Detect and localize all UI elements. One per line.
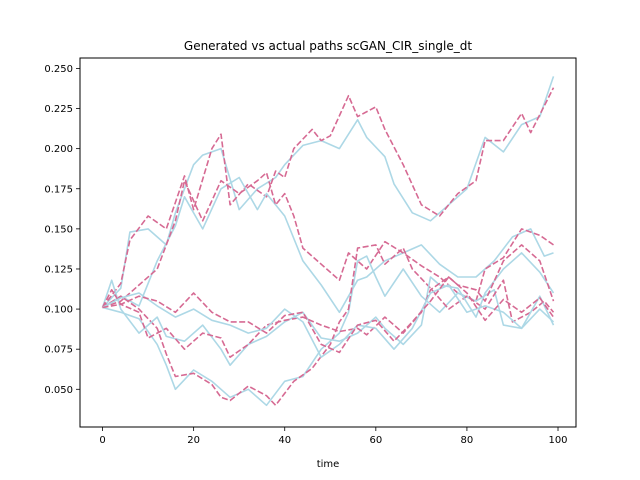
actual-path-line-8: [102, 284, 555, 358]
y-tick-label: 0.225: [44, 104, 73, 115]
generated-path-line-5: [102, 244, 555, 407]
y-tick-label: 0.200: [44, 144, 73, 155]
x-tick-label: 40: [278, 435, 291, 446]
actual-path-line-6: [101, 252, 555, 366]
x-tick-label: 60: [369, 435, 382, 446]
plot-area-frame: [79, 57, 577, 428]
y-tick-label: 0.075: [44, 345, 73, 356]
x-axis-title: time: [317, 459, 340, 470]
x-tick-label: 80: [461, 435, 474, 446]
x-tick-label: 20: [187, 435, 200, 446]
series-layer: [101, 76, 555, 407]
actual-path-line-2: [102, 176, 554, 314]
chart-title: Generated vs actual paths scGAN_CIR_sing…: [184, 39, 472, 53]
y-tick-label: 0.250: [44, 64, 73, 75]
x-axis: 0 20 40 60 80 100: [99, 427, 568, 446]
actual-path-line-4: [102, 255, 555, 407]
y-tick-label: 0.150: [44, 224, 73, 235]
y-tick-label: 0.175: [44, 184, 73, 195]
generated-path-line-1: [101, 87, 555, 308]
y-axis: 0.050 0.075 0.100 0.125 0.150 0.175 0.200 0.225…: [44, 64, 80, 396]
x-tick-label: 100: [548, 435, 567, 446]
x-tick-label: 0: [99, 435, 105, 446]
generated-path-line-3: [102, 171, 554, 309]
y-tick-label: 0.100: [44, 305, 73, 316]
y-tick-label: 0.050: [44, 385, 73, 396]
generated-path-line-9: [102, 276, 555, 354]
y-tick-label: 0.125: [44, 264, 73, 275]
